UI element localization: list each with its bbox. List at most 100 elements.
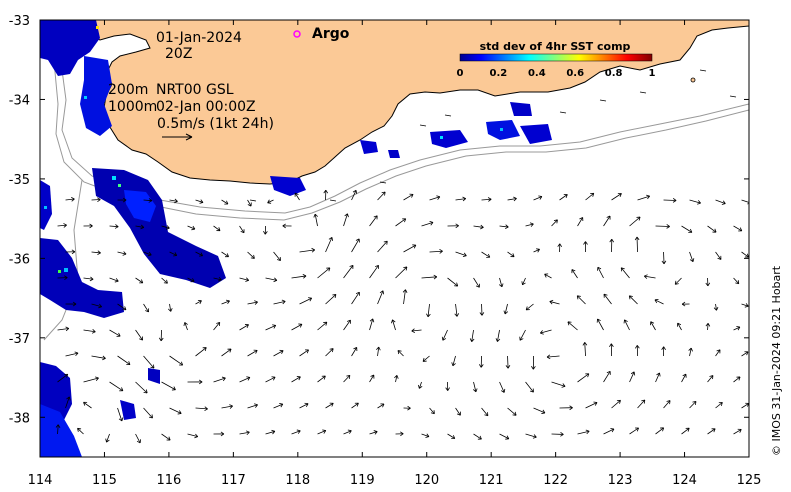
current-vector [707, 225, 717, 233]
current-vector [741, 303, 749, 308]
current-vector [117, 251, 127, 256]
current-vector [455, 251, 467, 258]
current-vector [571, 269, 578, 279]
current-vector [83, 401, 92, 409]
x-tick-label: 116 [156, 473, 181, 488]
current-vector [273, 251, 281, 261]
current-vector [707, 428, 716, 435]
current-vector [525, 222, 534, 227]
y-axis: -33 -34 -35 -36 -37 -38 [9, 14, 749, 426]
current-vector [623, 319, 630, 331]
current-vector [313, 213, 318, 227]
current-vector [629, 216, 641, 227]
y-tick-label: -37 [9, 332, 30, 347]
current-vector [507, 407, 517, 416]
current-vector [681, 427, 690, 435]
current-vector [609, 238, 615, 253]
current-vector [291, 323, 303, 331]
current-vector [65, 249, 76, 255]
x-tick-label: 114 [28, 473, 53, 488]
current-vector [639, 91, 647, 94]
current-vector [343, 264, 354, 279]
current-vector [551, 432, 564, 437]
x-tick-label: 115 [92, 473, 117, 488]
current-vector [495, 329, 501, 342]
current-vector [585, 401, 598, 409]
current-vector [247, 349, 258, 357]
current-vector [655, 224, 670, 229]
current-vector [577, 429, 590, 435]
current-vector [377, 403, 385, 409]
current-vector [169, 251, 178, 257]
current-vector [551, 381, 566, 388]
current-vector [422, 355, 430, 362]
x-tick-label: 119 [350, 473, 375, 488]
current-vector [715, 251, 722, 260]
current-vector [539, 329, 552, 335]
current-vector [729, 95, 737, 98]
current-vector [221, 299, 230, 305]
current-vector [282, 223, 292, 229]
current-vector [369, 318, 375, 331]
current-vector [688, 347, 693, 357]
current-vector [628, 295, 638, 305]
current-vector [247, 199, 252, 207]
current-vector [329, 199, 337, 202]
current-vector [525, 381, 534, 393]
current-vector [715, 199, 726, 205]
current-vector [663, 198, 677, 203]
current-vector [91, 303, 103, 309]
colorbar-title: std dev of 4hr SST comp [480, 40, 631, 53]
current-vector [634, 236, 640, 253]
current-vector [369, 264, 379, 279]
current-vector [567, 321, 578, 331]
current-vector [531, 355, 536, 370]
current-vector [343, 429, 352, 435]
current-vector [135, 381, 148, 394]
current-vector [325, 237, 333, 253]
current-vector [221, 199, 229, 205]
current-vector [418, 381, 423, 389]
y-tick-label: -33 [9, 14, 30, 29]
current-vector [707, 375, 714, 383]
current-vector [273, 403, 284, 409]
y-tick-label: -34 [9, 93, 30, 108]
current-vector [221, 251, 229, 258]
current-vector [161, 225, 170, 230]
current-vector [195, 300, 202, 305]
current-vector [733, 277, 740, 285]
current-vector [117, 197, 127, 203]
x-axis: 114 115 116 117 118 119 120 121 122 123 124 125 [28, 20, 761, 488]
current-vector [91, 197, 101, 202]
current-vector [55, 424, 61, 435]
current-vector [620, 267, 630, 279]
current-vector [273, 349, 284, 357]
current-vector [213, 376, 226, 383]
current-vector [451, 355, 456, 367]
current-vector [91, 250, 101, 255]
product-time-label: 02-Jan 00:00Z [156, 99, 256, 115]
y-tick-label: -36 [9, 252, 30, 267]
current-vector [705, 277, 711, 287]
current-vector [469, 329, 475, 342]
current-vector [317, 429, 327, 435]
current-vector [213, 276, 222, 282]
x-tick-label: 122 [543, 473, 568, 488]
current-vector [187, 379, 203, 385]
current-vector [521, 277, 526, 286]
current-vector [91, 355, 106, 361]
current-vector [291, 429, 301, 435]
current-vector [525, 433, 537, 439]
sst-stddev-patches [40, 20, 552, 457]
current-vector [143, 251, 152, 257]
current-vector [559, 194, 568, 201]
current-vector [265, 277, 278, 283]
current-vector [715, 401, 723, 409]
current-vector [105, 433, 110, 443]
current-vector [455, 407, 461, 416]
current-vector [135, 329, 143, 341]
argo-label: Argo [312, 26, 350, 42]
current-vector [135, 277, 144, 284]
current-vector [559, 111, 567, 114]
current-vector [577, 373, 590, 383]
